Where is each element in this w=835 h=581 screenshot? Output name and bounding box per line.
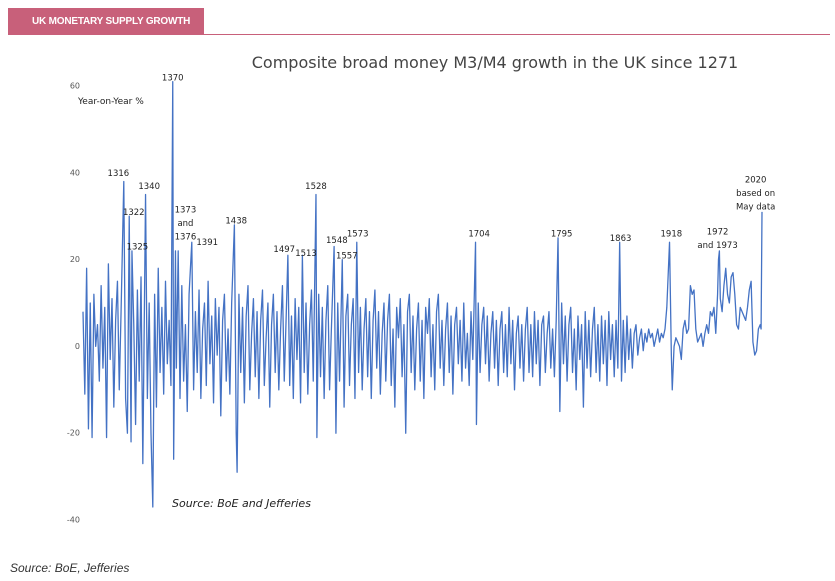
- peak-annotation: 1918: [661, 229, 683, 239]
- annotation-line: 1918: [661, 229, 683, 239]
- peak-annotation: 2020 based on May data: [736, 175, 775, 212]
- annotation-line: 1376: [175, 232, 197, 242]
- peak-annotation: 1373 and 1376: [175, 205, 197, 242]
- peak-annotation: 1704: [468, 229, 490, 239]
- peak-annotation: 1795: [551, 229, 573, 239]
- chart-note: Source: BoE and Jefferies: [172, 497, 311, 510]
- peak-annotation: 1325: [127, 242, 149, 252]
- peak-annotation: 1322: [123, 207, 145, 217]
- peak-annotation: 1557: [336, 251, 358, 261]
- y-tick-label: 40: [70, 168, 80, 177]
- data-line: [82, 81, 763, 508]
- peak-annotation: 1438: [225, 216, 247, 226]
- annotation-line: 1795: [551, 229, 573, 239]
- footer-source: Source: BoE, Jefferies: [10, 561, 130, 575]
- peak-annotation: 1370: [162, 73, 184, 83]
- peak-annotation: 1340: [138, 181, 160, 191]
- y-tick-label: 0: [75, 342, 80, 351]
- y-tick-label: 60: [70, 82, 80, 91]
- annotation-line: based on: [736, 188, 775, 198]
- annotation-line: and: [177, 219, 193, 229]
- chart-title: Composite broad money M3/M4 growth in th…: [252, 53, 738, 72]
- peak-annotation: 1391: [196, 238, 218, 248]
- section-tag: UK MONETARY SUPPLY GROWTH: [8, 8, 204, 35]
- annotation-line: 1548: [326, 236, 348, 246]
- y-axis-label: Year-on-Year %: [77, 97, 144, 107]
- annotation-line: 1557: [336, 251, 358, 261]
- annotation-line: May data: [736, 202, 775, 212]
- annotation-line: and 1973: [697, 240, 737, 250]
- peak-annotation: 1573: [347, 229, 369, 239]
- annotation-line: 1573: [347, 229, 369, 239]
- peak-annotation: 1316: [108, 168, 130, 178]
- annotation-line: 1438: [225, 216, 247, 226]
- y-tick-label: -40: [67, 516, 80, 525]
- peak-annotation: 1548: [326, 236, 348, 246]
- annotation-line: 2020: [745, 175, 767, 185]
- peak-annotation: 1497: [273, 244, 295, 254]
- annotation-line: 1497: [273, 244, 295, 254]
- annotation-line: 1322: [123, 207, 145, 217]
- annotation-line: 1370: [162, 73, 184, 83]
- annotation-line: 1325: [127, 242, 149, 252]
- annotation-line: 1528: [305, 181, 327, 191]
- annotation-line: 1391: [196, 238, 218, 248]
- header-rule: [204, 34, 830, 35]
- annotation-line: 1972: [707, 227, 729, 237]
- y-tick-label: -20: [67, 429, 80, 438]
- chart: Composite broad money M3/M4 growth in th…: [67, 53, 775, 525]
- annotation-line: 1863: [610, 233, 632, 243]
- peak-annotation: 1528: [305, 181, 327, 191]
- y-tick-label: 20: [70, 255, 80, 264]
- peak-annotation: 1513: [295, 249, 317, 259]
- annotation-line: 1316: [108, 168, 130, 178]
- annotation-line: 1513: [295, 249, 317, 259]
- peak-annotation: 1863: [610, 233, 632, 243]
- peak-annotation: 1972 and 1973: [697, 227, 737, 251]
- annotation-line: 1704: [468, 229, 490, 239]
- annotation-line: 1340: [138, 181, 160, 191]
- annotation-line: 1373: [175, 205, 197, 215]
